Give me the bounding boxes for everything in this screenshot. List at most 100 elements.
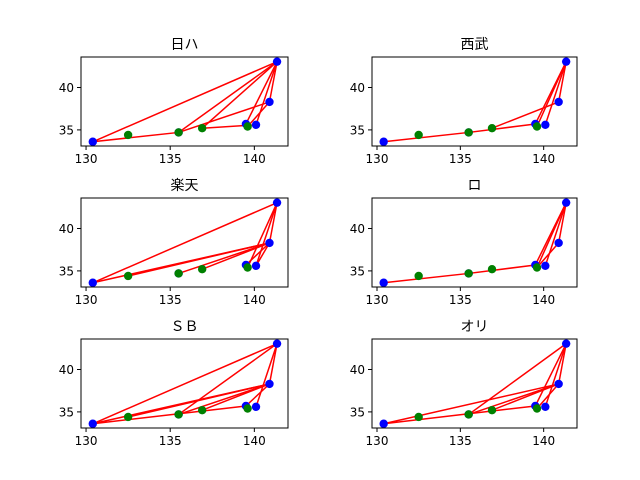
data-point xyxy=(243,263,252,272)
data-point xyxy=(123,271,133,281)
x-tick-label: 130 xyxy=(75,434,98,448)
data-point xyxy=(414,412,423,422)
x-tick-label: 140 xyxy=(532,152,555,166)
x-tick-label: 135 xyxy=(449,152,472,166)
data-point xyxy=(265,379,274,389)
data-point xyxy=(174,269,183,278)
y-tick-label: 35 xyxy=(59,123,74,137)
connection-line xyxy=(178,61,278,134)
connection-line xyxy=(255,343,278,408)
data-point xyxy=(265,97,274,107)
connection-line xyxy=(536,202,567,268)
data-point xyxy=(561,339,571,348)
connection-line xyxy=(92,201,278,284)
y-tick-label: 40 xyxy=(59,222,74,236)
data-point xyxy=(197,124,207,133)
x-tick-label: 140 xyxy=(243,152,266,166)
axes-frame xyxy=(371,197,578,288)
data-point xyxy=(379,137,388,146)
y-tick-label: 35 xyxy=(350,123,365,137)
y-tick-label: 40 xyxy=(350,81,365,95)
data-point xyxy=(174,128,183,137)
connection-line xyxy=(92,131,179,143)
data-point xyxy=(251,402,261,412)
axes-frame xyxy=(80,338,289,429)
data-point xyxy=(272,57,282,66)
data-point xyxy=(532,122,542,131)
connection-line xyxy=(255,242,271,267)
x-tick-label: 135 xyxy=(449,434,472,448)
series-2-points xyxy=(123,404,252,422)
x-tick-label: 130 xyxy=(75,293,98,307)
data-point xyxy=(554,97,563,107)
connection-line xyxy=(536,242,560,269)
subplot-title: ＳＢ xyxy=(171,319,199,335)
series-2-points xyxy=(414,122,542,140)
subplot-5: ＳＢ 130 135 140 35 40 xyxy=(59,319,289,448)
connection-lines xyxy=(383,202,567,284)
connection-line xyxy=(245,61,278,125)
connection-line xyxy=(127,242,270,277)
subplot-title: 日ハ xyxy=(171,37,199,53)
x-tick-label: 130 xyxy=(366,293,389,307)
connection-line xyxy=(255,61,278,126)
connection-line xyxy=(536,383,560,410)
data-point xyxy=(554,379,563,389)
x-tick-label: 130 xyxy=(75,152,98,166)
data-point xyxy=(88,419,97,428)
connection-line xyxy=(383,131,469,143)
connection-lines xyxy=(92,342,278,425)
subplot-title: オリ xyxy=(461,319,489,335)
y-tick-label: 35 xyxy=(350,264,365,278)
connection-lines xyxy=(383,61,567,143)
connection-line xyxy=(268,202,278,244)
subplot-title: ロ xyxy=(468,178,482,194)
connection-line xyxy=(536,61,567,127)
connection-line xyxy=(178,343,278,416)
connection-line xyxy=(92,405,247,425)
connection-line xyxy=(245,383,271,407)
data-point xyxy=(272,198,282,207)
data-point xyxy=(272,339,282,348)
data-point xyxy=(541,120,550,130)
axes-frame xyxy=(371,56,578,147)
connection-line xyxy=(491,383,559,411)
axes-frame xyxy=(371,338,578,429)
data-point xyxy=(88,278,97,287)
data-point xyxy=(174,410,183,419)
connection-line xyxy=(468,343,567,416)
y-tick-label: 35 xyxy=(59,264,74,278)
connection-line xyxy=(557,202,567,244)
connection-line xyxy=(201,61,278,129)
data-point xyxy=(251,261,261,271)
connection-line xyxy=(201,383,270,411)
connection-line xyxy=(255,202,278,267)
y-tick-label: 35 xyxy=(59,405,74,419)
subplot-title: 楽天 xyxy=(171,178,199,194)
data-point xyxy=(541,261,550,271)
connection-line xyxy=(246,202,278,268)
axes-frame xyxy=(80,56,289,147)
data-point xyxy=(414,130,423,140)
data-point xyxy=(464,410,473,419)
data-point xyxy=(561,57,571,66)
connection-line xyxy=(92,60,278,143)
connection-line xyxy=(544,343,567,408)
x-tick-label: 135 xyxy=(159,293,182,307)
subplot-6: オリ 130 135 140 35 40 xyxy=(350,319,578,448)
connection-line xyxy=(383,405,536,425)
connection-line xyxy=(92,342,278,425)
connection-line xyxy=(178,383,270,416)
x-tick-label: 140 xyxy=(243,434,266,448)
x-tick-label: 140 xyxy=(532,434,555,448)
x-tick-label: 135 xyxy=(449,293,472,307)
x-tick-label: 130 xyxy=(366,152,389,166)
series-2-points xyxy=(123,263,252,281)
data-point xyxy=(532,263,542,272)
connection-line xyxy=(557,61,567,103)
x-tick-label: 135 xyxy=(159,434,182,448)
x-tick-label: 140 xyxy=(532,293,555,307)
connection-line xyxy=(557,343,567,385)
